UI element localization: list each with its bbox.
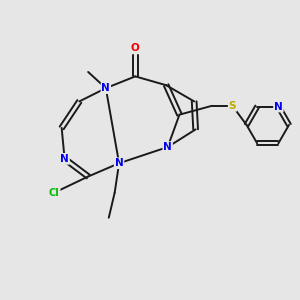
- Text: S: S: [229, 101, 236, 111]
- Text: N: N: [101, 83, 110, 93]
- Text: N: N: [163, 142, 172, 152]
- Text: Cl: Cl: [49, 188, 60, 198]
- Text: O: O: [131, 44, 140, 53]
- Text: N: N: [60, 154, 69, 164]
- Text: N: N: [115, 158, 124, 168]
- Text: N: N: [274, 102, 283, 112]
